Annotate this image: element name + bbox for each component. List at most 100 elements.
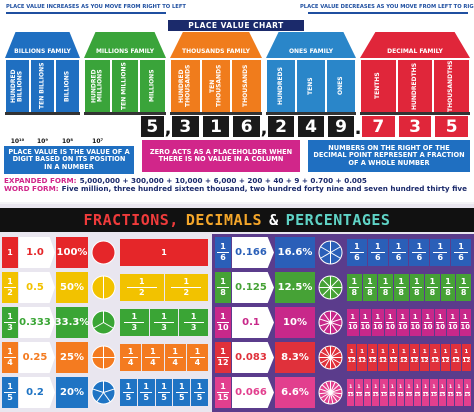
denominator: 6 [354, 253, 360, 262]
digit: 1 [202, 116, 230, 137]
column-label: TEN THOUSANDS [208, 64, 222, 108]
fraction-bar [454, 252, 468, 253]
circle-divider [330, 357, 341, 364]
numerator: 1 [440, 385, 444, 391]
place-column: BILLIONS [56, 60, 79, 112]
numerator: 1 [465, 385, 469, 391]
denominator: 5 [179, 393, 185, 402]
circle-divider [323, 392, 331, 403]
digit: 7 [362, 116, 395, 137]
numerator: 1 [125, 382, 132, 391]
expanded-text: 5,000,000 + 300,000 + 10,000 + 6,000 + 2… [79, 176, 367, 185]
family-roof [170, 32, 262, 58]
fraction-bar [423, 392, 429, 393]
numerator: 1 [425, 313, 431, 322]
word-text: Five million, three hundred sixteen thou… [61, 184, 467, 193]
fraction-bar [386, 322, 395, 323]
numerator: 1 [161, 312, 167, 321]
denominator: 15 [430, 393, 438, 398]
denominator: 8 [382, 288, 389, 297]
fraction-bar [421, 357, 428, 358]
chart-title: PLACE VALUE CHART [168, 20, 304, 31]
numerator: 1 [415, 385, 419, 391]
fraction-circle [318, 275, 343, 300]
fraction: 1 15 [405, 379, 413, 406]
circle-divider [96, 392, 104, 403]
denominator: 8 [429, 288, 436, 297]
numerator: 1 [416, 242, 423, 251]
circle-divider [322, 287, 331, 296]
numerator: 1 [179, 382, 185, 391]
fraction-bar [458, 287, 469, 288]
circle-divider [319, 388, 331, 393]
denominator: 12 [451, 358, 460, 364]
numerator: 1 [453, 349, 458, 356]
denominator: 12 [217, 358, 229, 367]
numerator: 1 [382, 277, 389, 286]
circle-divider [327, 392, 331, 404]
fraction-bar [398, 322, 407, 323]
place-column: MILLIONS [139, 60, 165, 112]
fraction: 1 15 [396, 379, 405, 406]
denominator: 15 [447, 393, 454, 398]
place-column: TENS [297, 60, 325, 112]
denominator: 10 [373, 323, 383, 331]
fraction-bar [217, 392, 229, 393]
denominator: 12 [389, 358, 398, 364]
family-base [84, 112, 166, 115]
fraction-bar [4, 357, 16, 358]
numerator: 1 [429, 277, 436, 286]
fraction: 1 15 [446, 379, 455, 406]
denominator: 10 [360, 323, 370, 331]
numerator: 1 [7, 347, 13, 356]
decrease-arrow [308, 12, 468, 14]
column-label: HUNDRED BILLIONS [10, 69, 24, 103]
numerator: 1 [390, 385, 394, 391]
column-label: BILLIONS [63, 70, 71, 102]
circle-divider [330, 381, 336, 393]
denominator: 10 [448, 323, 458, 331]
fraction-bar [461, 322, 470, 323]
numerator: 1 [354, 242, 360, 251]
denominator: 8 [460, 288, 467, 297]
numerator: 1 [412, 313, 418, 322]
fraction-circle [91, 275, 116, 300]
digit: 6 [233, 116, 260, 137]
percent: 16.6% [275, 237, 315, 268]
fraction: 1 15 [363, 379, 371, 406]
place-column: THOUSANDTHS [434, 60, 469, 112]
numerator: 1 [138, 277, 145, 286]
circle-divider [320, 351, 331, 358]
denominator: 10 [398, 323, 408, 331]
numerator: 1 [183, 277, 190, 286]
column-label: TENTHS [374, 72, 382, 100]
numerator: 1 [370, 349, 375, 356]
numerator: 1 [220, 312, 226, 321]
separator: , [260, 117, 268, 139]
fraction-bar [400, 357, 408, 358]
fraction-circle [91, 345, 116, 370]
denominator: 15 [464, 393, 471, 398]
denominator: 2 [7, 288, 13, 297]
denominator: 15 [347, 393, 354, 398]
numerator: 1 [357, 385, 361, 391]
fraction: 1 15 [380, 379, 388, 406]
denominator: 6 [437, 253, 444, 262]
fraction: 1 15 [413, 379, 421, 406]
numerator: 1 [412, 349, 417, 356]
numerator: 1 [220, 382, 226, 391]
separator: , [164, 117, 172, 139]
